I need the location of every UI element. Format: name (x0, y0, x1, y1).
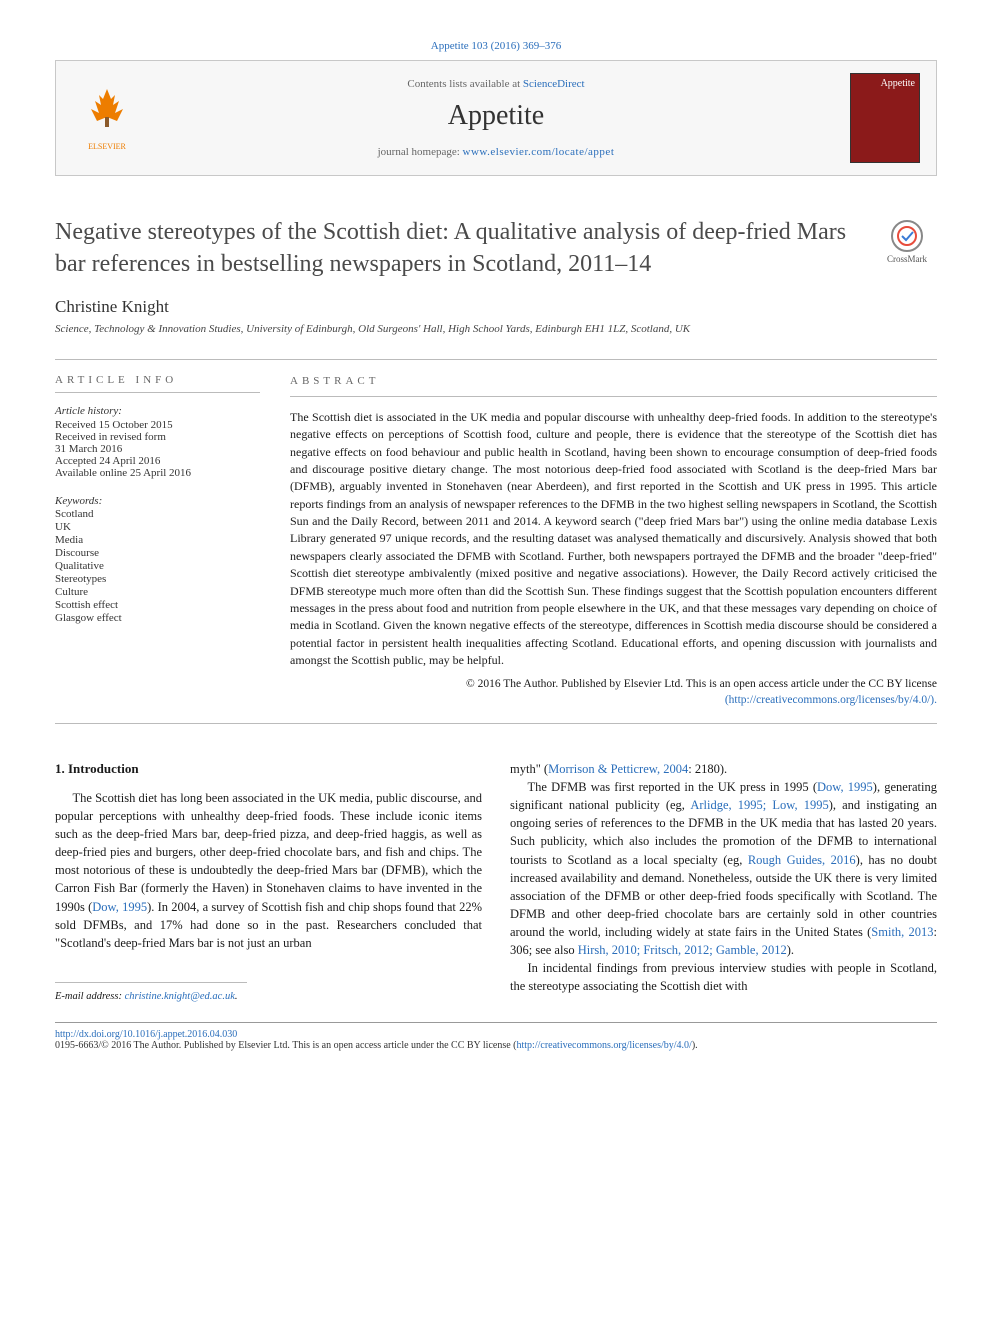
title-row: Negative stereotypes of the Scottish die… (55, 216, 937, 281)
copyright-text: © 2016 The Author. Published by Elsevier… (466, 678, 937, 690)
keywords-label: Keywords: (55, 495, 260, 507)
keyword: Media (55, 534, 260, 546)
keyword: Scottish effect (55, 599, 260, 611)
article-title: Negative stereotypes of the Scottish die… (55, 216, 857, 281)
history-line: 31 March 2016 (55, 443, 260, 455)
journal-name: Appetite (158, 100, 834, 132)
elsevier-logo: ELSEVIER (72, 78, 142, 158)
citation-link[interactable]: Morrison & Petticrew, 2004 (548, 762, 688, 776)
keyword: Discourse (55, 547, 260, 559)
citation-link[interactable]: Rough Guides, 2016 (748, 853, 856, 867)
contents-prefix: Contents lists available at (407, 78, 522, 90)
section-heading-intro: 1. Introduction (55, 760, 482, 779)
correspondence-note: E-mail address: christine.knight@ed.ac.u… (55, 982, 247, 1004)
citation-link[interactable]: Smith, 2013 (871, 925, 933, 939)
citation-link[interactable]: Dow, 1995 (92, 900, 147, 914)
keyword: Scotland (55, 508, 260, 520)
author-email-link[interactable]: christine.knight@ed.ac.uk (125, 991, 235, 1002)
doi-link[interactable]: http://dx.doi.org/10.1016/j.appet.2016.0… (55, 1029, 937, 1040)
journal-homepage-link[interactable]: www.elsevier.com/locate/appet (463, 146, 615, 158)
citation-link[interactable]: Hirsh, 2010; Fritsch, 2012; Gamble, 2012 (578, 943, 787, 957)
keyword: Stereotypes (55, 573, 260, 585)
body-paragraph: myth" (Morrison & Petticrew, 2004: 2180)… (510, 760, 937, 778)
abstract-text: The Scottish diet is associated in the U… (290, 409, 937, 670)
history-line: Received 15 October 2015 (55, 419, 260, 431)
keyword: UK (55, 521, 260, 533)
email-label: E-mail address: (55, 991, 125, 1002)
keyword: Glasgow effect (55, 612, 260, 624)
journal-homepage-line: journal homepage: www.elsevier.com/locat… (158, 146, 834, 158)
author-affiliation: Science, Technology & Innovation Studies… (55, 323, 937, 335)
keyword: Qualitative (55, 560, 260, 572)
body-columns: 1. Introduction The Scottish diet has lo… (55, 760, 937, 1004)
keyword: Culture (55, 586, 260, 598)
history-label: Article history: (55, 405, 260, 417)
divider (55, 359, 937, 360)
page: Appetite 103 (2016) 369–376 ELSEVIER Con… (0, 0, 992, 1081)
body-paragraph: The DFMB was first reported in the UK pr… (510, 778, 937, 959)
abstract-heading: ABSTRACT (290, 374, 937, 397)
running-citation: Appetite 103 (2016) 369–376 (55, 40, 937, 52)
cover-title: Appetite (881, 78, 915, 89)
sciencedirect-link[interactable]: ScienceDirect (523, 78, 585, 90)
body-col-right: myth" (Morrison & Petticrew, 2004: 2180)… (510, 760, 937, 1004)
article-info-heading: ARTICLE INFO (55, 374, 260, 393)
citation-link[interactable]: Arlidge, 1995; Low, 1995 (690, 798, 828, 812)
crossmark-label: CrossMark (887, 254, 927, 264)
crossmark-widget[interactable]: CrossMark (877, 220, 937, 264)
issn-copyright-line: 0195-6663/© 2016 The Author. Published b… (55, 1040, 937, 1051)
body-col-left: 1. Introduction The Scottish diet has lo… (55, 760, 482, 1004)
history-line: Received in revised form (55, 431, 260, 443)
info-abstract-row: ARTICLE INFO Article history: Received 1… (55, 374, 937, 709)
abstract-column: ABSTRACT The Scottish diet is associated… (290, 374, 937, 709)
body-paragraph: The Scottish diet has long been associat… (55, 789, 482, 952)
history-line: Accepted 24 April 2016 (55, 455, 260, 467)
journal-masthead: ELSEVIER Contents lists available at Sci… (55, 60, 937, 176)
abstract-copyright: © 2016 The Author. Published by Elsevier… (290, 676, 937, 709)
article-history: Article history: Received 15 October 201… (55, 405, 260, 479)
author-name: Christine Knight (55, 297, 937, 317)
license-link[interactable]: (http://creativecommons.org/licenses/by/… (725, 694, 937, 706)
elsevier-tree-icon (85, 85, 129, 142)
article-info-column: ARTICLE INFO Article history: Received 1… (55, 374, 260, 709)
journal-cover-thumbnail: Appetite (850, 73, 920, 163)
divider (55, 723, 937, 724)
elsevier-label: ELSEVIER (88, 142, 126, 151)
body-paragraph: In incidental findings from previous int… (510, 959, 937, 995)
crossmark-icon (891, 220, 923, 252)
masthead-center: Contents lists available at ScienceDirec… (158, 78, 834, 158)
footer-license-link[interactable]: http://creativecommons.org/licenses/by/4… (517, 1040, 692, 1051)
keywords-block: Keywords: Scotland UK Media Discourse Qu… (55, 495, 260, 624)
history-line: Available online 25 April 2016 (55, 467, 260, 479)
citation-link[interactable]: Dow, 1995 (817, 780, 873, 794)
homepage-prefix: journal homepage: (378, 146, 463, 158)
page-footer: http://dx.doi.org/10.1016/j.appet.2016.0… (55, 1022, 937, 1051)
contents-list-line: Contents lists available at ScienceDirec… (158, 78, 834, 90)
